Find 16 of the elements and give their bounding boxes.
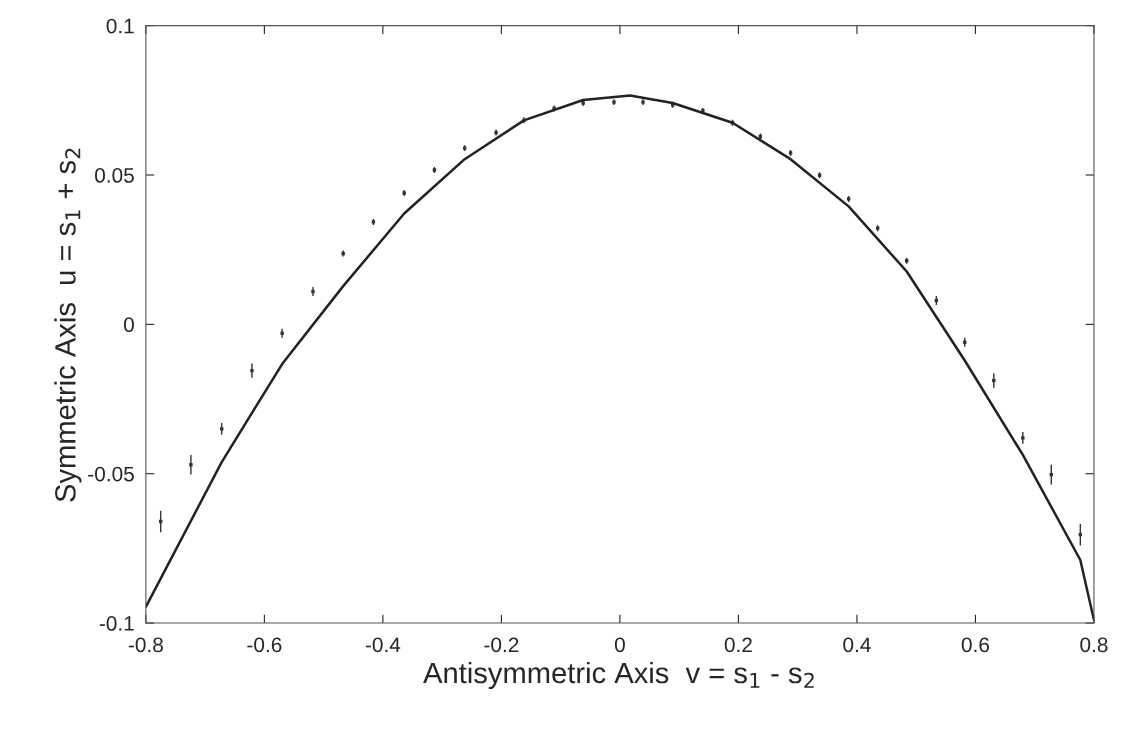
x-tick-label: -0.6: [247, 637, 282, 653]
x-tick-label: 0.8: [1080, 637, 1108, 653]
x-axis-title: Antisymmetric Axis v = s$_{1}$ - s$_{2}$: [423, 661, 814, 690]
y-tick-label: -0.05: [88, 466, 134, 482]
y-tick-label: -0.1: [99, 616, 134, 631]
x-tick-label: -0.8: [128, 637, 163, 653]
x-tick-label: 0.4: [843, 637, 871, 653]
x-tick-label: -0.4: [365, 637, 401, 653]
y-tick-label: 0.1: [106, 18, 134, 34]
y-axis-title: Symmetric Axis u = s$_{1}$ + s$_{2}$: [54, 148, 82, 502]
y-tick-label: 0.05: [95, 168, 134, 183]
x-tick-label: 0: [614, 637, 625, 653]
x-tick-label: 0.2: [724, 637, 752, 653]
x-tick-label: 0.6: [961, 637, 989, 653]
x-tick-label: -0.2: [484, 637, 519, 653]
y-tick-label: 0: [123, 317, 134, 333]
